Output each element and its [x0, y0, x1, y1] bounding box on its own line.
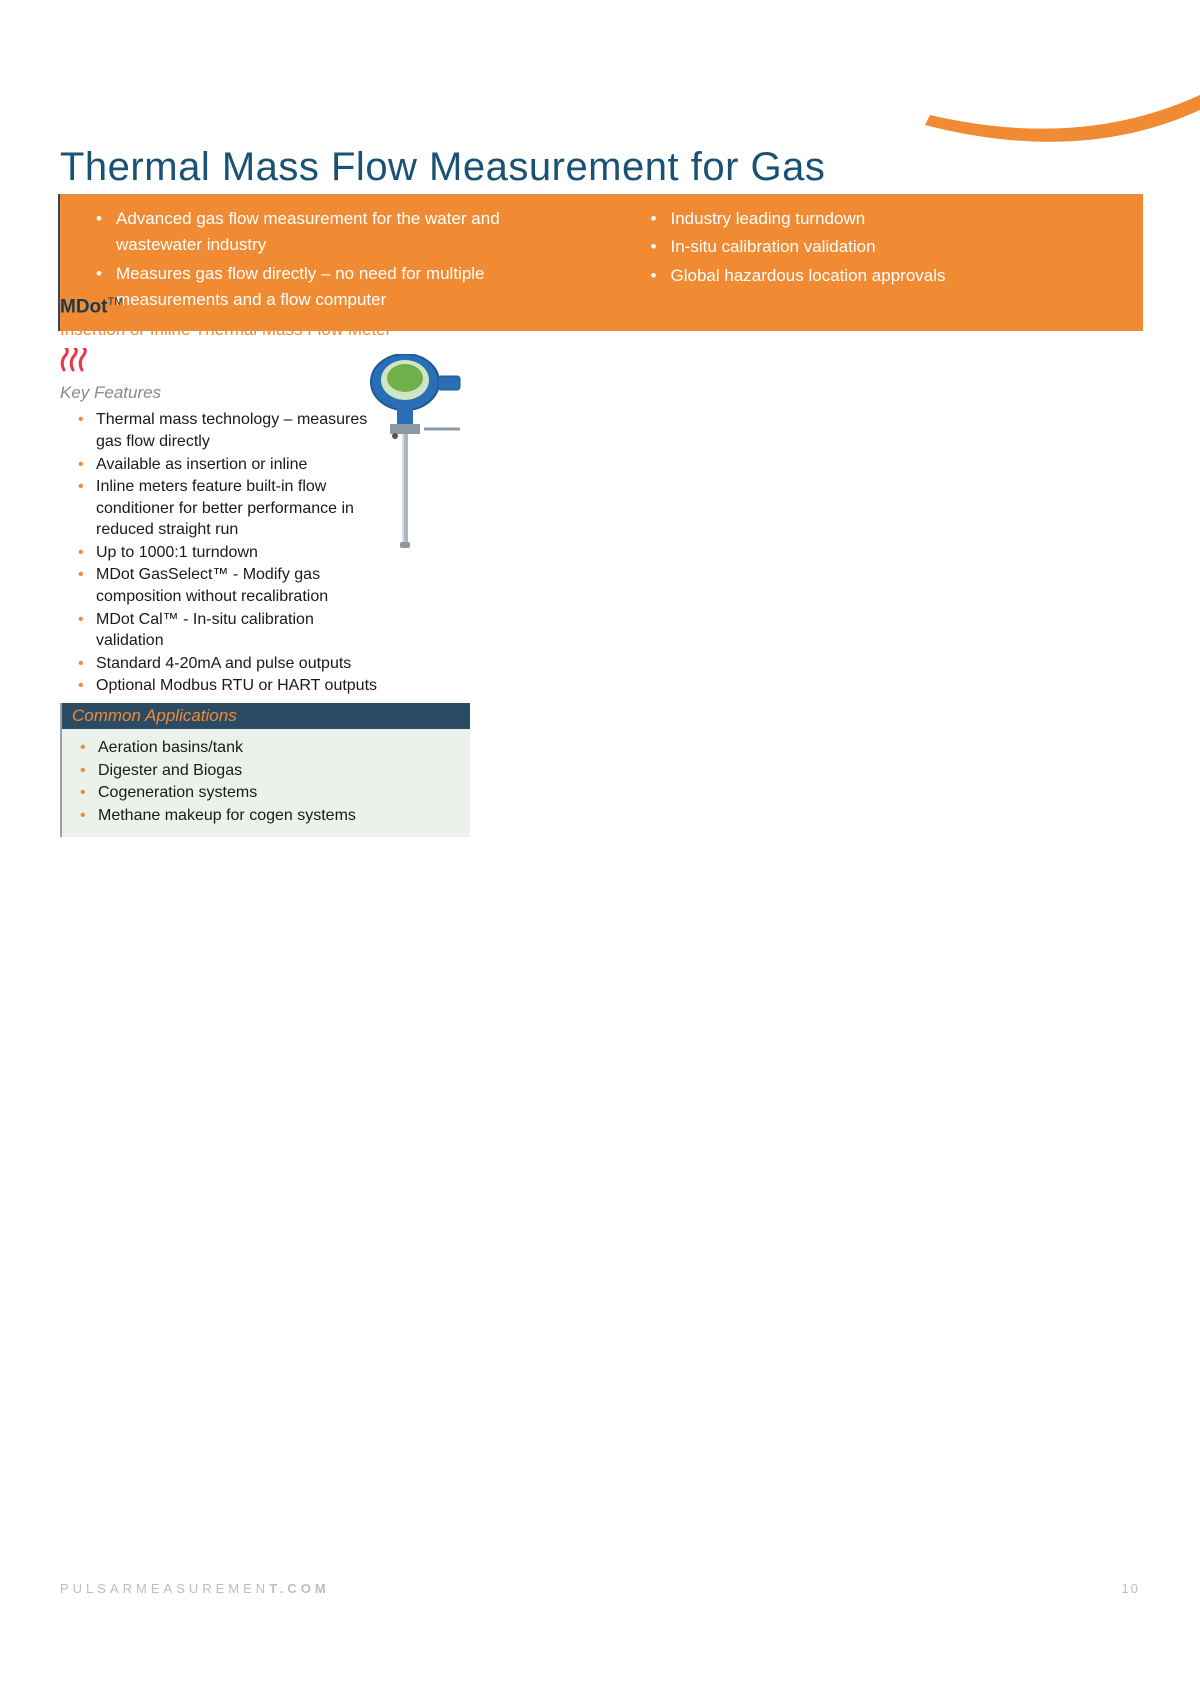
- feature-item: Standard 4-20mA and pulse outputs: [78, 653, 380, 675]
- applications-list: Aeration basins/tank Digester and Biogas…: [62, 737, 470, 826]
- key-features-heading: Key Features: [60, 383, 560, 403]
- product-name: MDotTM: [60, 296, 123, 318]
- feature-item: MDot Cal™ - In-situ calibration validati…: [78, 609, 380, 652]
- feature-item: Up to 1000:1 turndown: [78, 542, 380, 564]
- page-number: 10: [1122, 1581, 1140, 1596]
- product-name-text: MDot: [60, 296, 107, 317]
- feature-item: Available as insertion or inline: [78, 454, 380, 476]
- hero-bullet: In-situ calibration validation: [651, 234, 1126, 260]
- hero-bullet: Industry leading turndown: [651, 206, 1126, 232]
- feature-item: Optional Modbus RTU or HART outputs: [78, 675, 380, 697]
- footer-url-bold: T.COM: [269, 1581, 329, 1596]
- application-item: Digester and Biogas: [80, 760, 470, 782]
- product-block: MDotTM Insertion or Inline Thermal Mass …: [60, 296, 560, 837]
- header-swoosh-decoration: [700, 0, 1200, 160]
- common-applications-heading: Common Applications: [60, 703, 470, 729]
- applications-section: Aeration basins/tank Digester and Biogas…: [60, 729, 470, 837]
- feature-list: Thermal mass technology – measures gas f…: [60, 409, 380, 697]
- trademark-symbol: TM: [107, 296, 123, 308]
- hero-bullet: Global hazardous location approvals: [651, 263, 1126, 289]
- application-item: Aeration basins/tank: [80, 737, 470, 759]
- application-item: Methane makeup for cogen systems: [80, 805, 470, 827]
- application-item: Cogeneration systems: [80, 782, 470, 804]
- feature-item: Inline meters feature built-in flow cond…: [78, 476, 380, 541]
- footer-url-light: PULSARMEASUREMEN: [60, 1581, 269, 1596]
- thermal-wave-icon: [60, 348, 90, 372]
- hero-right-list: Industry leading turndown In-situ calibr…: [651, 206, 1126, 289]
- hero-bullet: Advanced gas flow measurement for the wa…: [96, 206, 571, 259]
- feature-item: MDot GasSelect™ - Modify gas composition…: [78, 564, 380, 607]
- mdot-product-image: [360, 354, 480, 554]
- product-subtitle: Insertion or Inline Thermal Mass Flow Me…: [60, 320, 560, 340]
- footer-url: PULSARMEASUREMENT.COM: [60, 1581, 330, 1596]
- page-title: Thermal Mass Flow Measurement for Gas: [60, 145, 825, 190]
- feature-item: Thermal mass technology – measures gas f…: [78, 409, 380, 452]
